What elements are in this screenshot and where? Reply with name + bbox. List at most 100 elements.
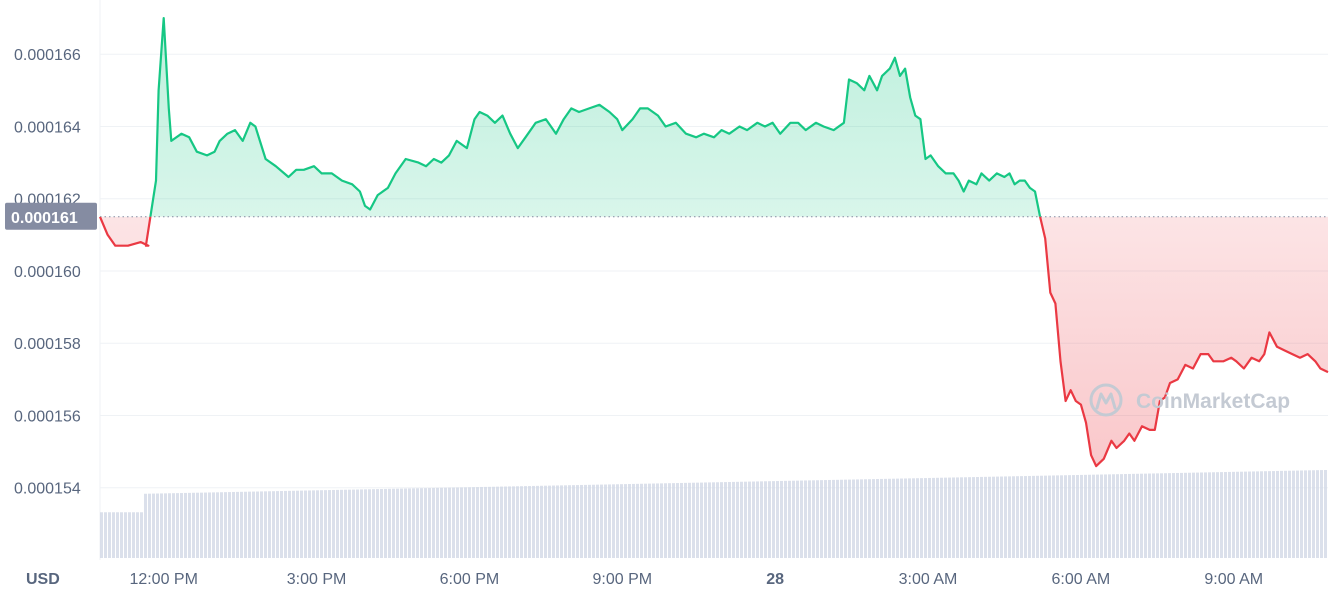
volume-bar — [180, 493, 183, 558]
volume-bar — [1088, 474, 1091, 558]
volume-bar — [872, 479, 875, 558]
volume-bar — [1148, 473, 1151, 558]
volume-bar — [500, 486, 503, 558]
volume-bar — [284, 490, 287, 558]
volume-bar — [320, 490, 323, 558]
volume-bar — [1004, 476, 1007, 558]
volume-bar — [848, 479, 851, 558]
volume-bar — [544, 485, 547, 558]
volume-bar — [372, 489, 375, 558]
volume-bar — [1176, 472, 1179, 558]
volume-bar — [740, 481, 743, 558]
volume-bar — [956, 477, 959, 558]
volume-bar — [232, 491, 235, 558]
volume-bar — [1280, 470, 1283, 558]
volume-bar — [944, 477, 947, 558]
volume-bar — [836, 479, 839, 558]
volume-bar — [556, 485, 559, 558]
volume-bar — [1032, 475, 1035, 558]
volume-bar — [520, 486, 523, 558]
volume-bar — [576, 485, 579, 558]
volume-bar — [1184, 472, 1187, 558]
volume-bar — [716, 482, 719, 558]
volume-bar — [680, 482, 683, 558]
volume-bar — [864, 479, 867, 558]
volume-bar — [992, 476, 995, 558]
volume-bar — [1312, 470, 1315, 558]
volume-bar — [1284, 470, 1287, 558]
volume-bar — [720, 482, 723, 558]
volume-bar — [852, 479, 855, 558]
volume-bar — [488, 486, 491, 558]
volume-bar — [176, 493, 179, 558]
volume-bar — [424, 488, 427, 558]
volume-bar — [1188, 472, 1191, 558]
volume-bar — [268, 491, 271, 558]
volume-bar — [860, 479, 863, 558]
volume-bar — [1016, 476, 1019, 558]
volume-bar — [1288, 470, 1291, 558]
volume-bar — [144, 493, 147, 558]
volume-bar — [260, 491, 263, 558]
x-tick-label: 3:00 PM — [287, 571, 347, 588]
volume-bar — [540, 485, 543, 558]
volume-bar — [200, 492, 203, 558]
volume-bar — [120, 512, 123, 558]
volume-bar — [996, 476, 999, 558]
volume-bar — [1296, 470, 1299, 558]
volume-bar — [780, 480, 783, 558]
volume-bar — [1112, 474, 1115, 558]
volume-bar — [828, 479, 831, 558]
volume-bar — [1300, 470, 1303, 558]
volume-bar — [1200, 472, 1203, 558]
volume-bars — [100, 470, 1327, 558]
volume-bar — [1056, 475, 1059, 558]
volume-bar — [304, 490, 307, 558]
volume-bar — [224, 492, 227, 558]
volume-bar — [184, 492, 187, 558]
volume-bar — [1268, 471, 1271, 558]
volume-bar — [428, 488, 431, 558]
volume-bar — [1292, 470, 1295, 558]
price-lines — [98, 17, 1329, 468]
volume-bar — [804, 480, 807, 558]
volume-bar — [980, 476, 983, 558]
volume-bar — [1204, 472, 1207, 558]
x-tick-label: 9:00 AM — [1204, 571, 1263, 588]
volume-bar — [452, 487, 455, 558]
volume-bar — [112, 512, 115, 558]
volume-bar — [1236, 471, 1239, 558]
volume-bar — [932, 477, 935, 558]
volume-bar — [1040, 475, 1043, 558]
volume-bar — [908, 478, 911, 558]
volume-bar — [152, 493, 155, 558]
volume-bar — [1068, 475, 1071, 558]
volume-bar — [968, 477, 971, 558]
volume-bar — [1084, 474, 1087, 558]
volume-bar — [844, 479, 847, 558]
volume-bar — [172, 493, 175, 558]
volume-bar — [580, 484, 583, 558]
volume-bar — [676, 483, 679, 558]
volume-bar — [1212, 472, 1215, 558]
coinmarketcap-logo-icon — [1089, 383, 1123, 417]
volume-bar — [296, 490, 299, 558]
volume-bar — [880, 478, 883, 558]
volume-bar — [432, 487, 435, 558]
volume-bar — [116, 512, 119, 558]
volume-bar — [444, 487, 447, 558]
volume-bar — [952, 477, 955, 558]
volume-bar — [1216, 472, 1219, 558]
volume-bar — [792, 480, 795, 558]
volume-bar — [344, 489, 347, 558]
volume-bar — [820, 480, 823, 558]
volume-bar — [460, 487, 463, 558]
volume-bar — [252, 491, 255, 558]
volume-bar — [1048, 475, 1051, 558]
volume-bar — [136, 512, 139, 558]
volume-bar — [388, 488, 391, 558]
volume-bar — [212, 492, 215, 558]
volume-bar — [1060, 475, 1063, 558]
x-tick-label: 28 — [766, 571, 784, 588]
